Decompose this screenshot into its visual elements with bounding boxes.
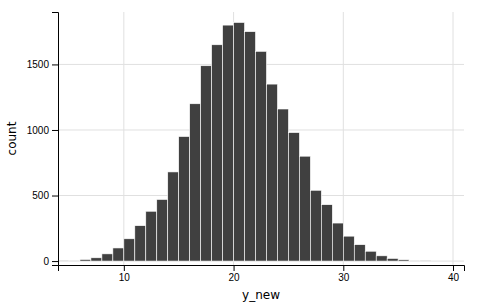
bar (212, 45, 223, 261)
grid (58, 12, 464, 265)
tick-mark (124, 265, 125, 271)
bar (157, 199, 168, 261)
tick-label: 10 (119, 272, 131, 283)
tick: 20 (229, 265, 241, 283)
bar (245, 32, 256, 261)
tick-mark (234, 265, 235, 271)
grid-line (123, 12, 124, 265)
bar (234, 22, 245, 261)
bar (365, 251, 376, 261)
bar (190, 104, 201, 261)
plot: 10 20 30 40 0 500 1000 1500 (27, 12, 465, 283)
bars (58, 22, 431, 261)
bar (256, 51, 267, 261)
bar (332, 223, 343, 261)
bar (223, 25, 234, 261)
tick: 10 (119, 265, 131, 283)
bar (277, 109, 288, 261)
tick: 0 (43, 256, 58, 267)
tick-label: 40 (448, 272, 460, 283)
tick-label: 1000 (27, 125, 50, 136)
bar (321, 205, 332, 261)
bar (102, 254, 113, 261)
axis-line (52, 13, 59, 266)
bar (146, 211, 157, 261)
tick: 1000 (27, 125, 58, 136)
tick-label: 20 (229, 272, 241, 283)
tick-mark (343, 265, 344, 271)
bar (179, 137, 190, 262)
bar (398, 260, 409, 261)
bar (376, 256, 387, 261)
tick: 40 (448, 265, 460, 283)
bar (135, 226, 146, 261)
bar (266, 84, 277, 261)
bar (420, 260, 431, 261)
chart: 10 20 30 40 0 500 1000 1500 y_new count (0, 0, 480, 307)
tick: 1500 (27, 59, 58, 70)
axis-line (59, 266, 465, 272)
tick-mark (52, 130, 58, 131)
tick-label: 1500 (27, 59, 50, 70)
bar (168, 172, 179, 261)
bar (354, 245, 365, 261)
bar (299, 156, 310, 261)
x-axis-title: y_new (242, 288, 280, 302)
bar (69, 260, 80, 262)
x-axis: 10 20 30 40 (59, 265, 465, 283)
bar (343, 236, 354, 261)
tick-mark (453, 265, 454, 271)
bar (387, 258, 398, 261)
tick-label: 500 (32, 190, 49, 201)
bar (310, 190, 321, 261)
tick-label: 0 (43, 256, 49, 267)
bar (288, 133, 299, 261)
tick-mark (52, 261, 58, 262)
tick-label: 30 (338, 272, 350, 283)
tick-mark (52, 64, 58, 65)
bar (80, 259, 91, 261)
tick: 30 (338, 265, 350, 283)
y-axis: 0 500 1000 1500 (27, 13, 59, 267)
bar (201, 66, 212, 261)
bar (409, 260, 420, 262)
bar (91, 258, 102, 261)
bar (58, 260, 69, 261)
bar (124, 239, 135, 261)
bar (113, 248, 124, 261)
tick: 500 (32, 190, 58, 201)
grid-line (453, 12, 454, 265)
y-axis-title: count (5, 121, 19, 155)
tick-mark (52, 196, 58, 197)
